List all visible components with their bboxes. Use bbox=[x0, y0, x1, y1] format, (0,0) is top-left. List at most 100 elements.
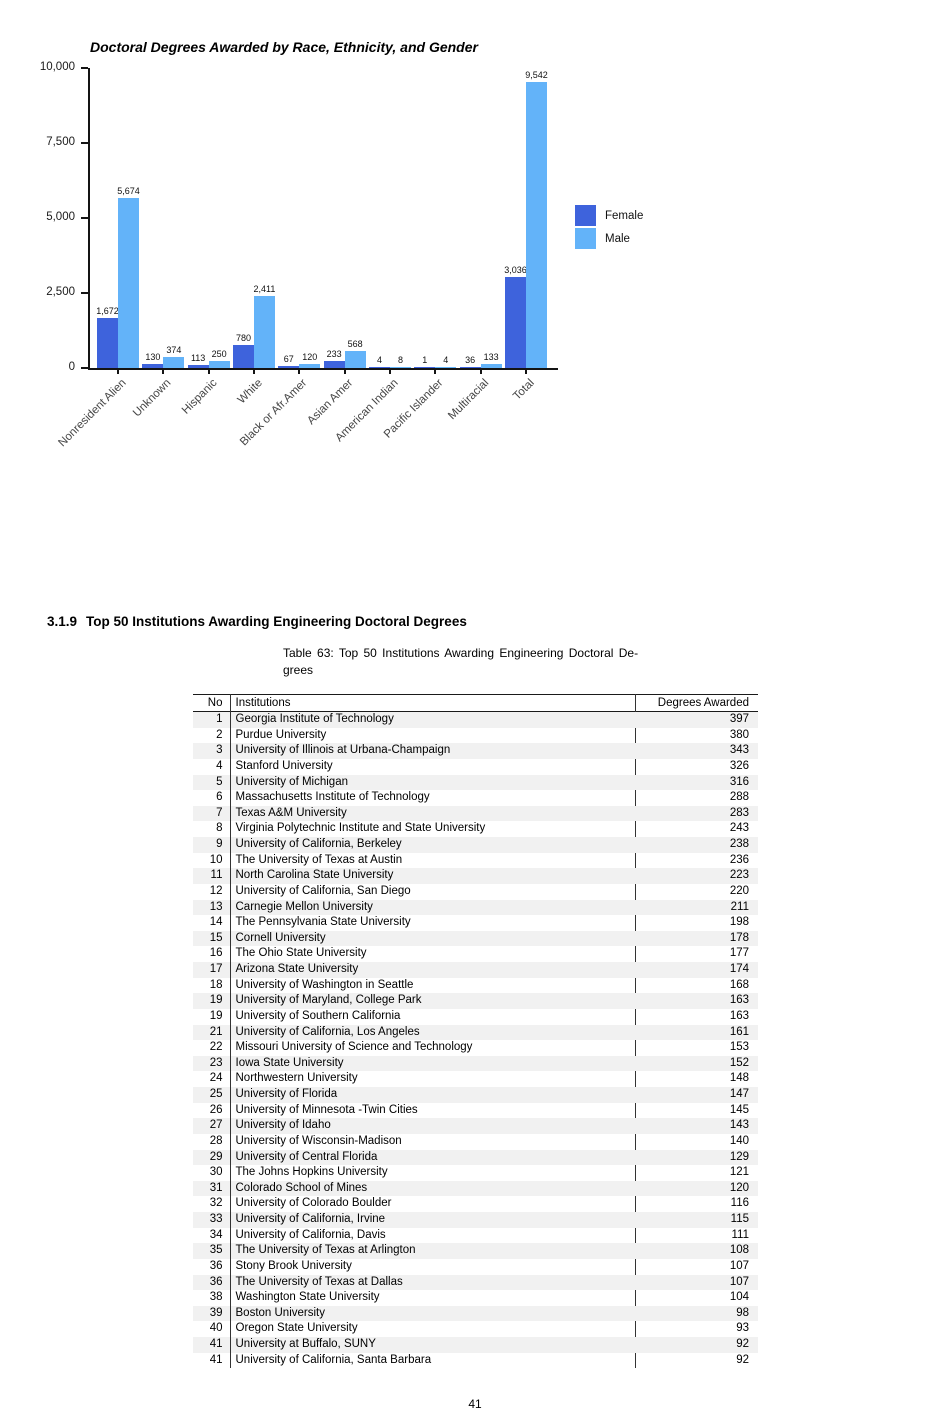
x-tick-mark bbox=[388, 368, 391, 374]
cell-rank: 26 bbox=[193, 1102, 231, 1119]
bar-male bbox=[299, 364, 321, 368]
table-row: 10 The University of Texas at Austin 236 bbox=[193, 852, 758, 869]
table-row: 26 University of Minnesota -Twin Cities 14… bbox=[193, 1102, 758, 1119]
cell-degrees-awarded: 116 bbox=[730, 1197, 749, 1210]
cell-rank: 18 bbox=[193, 977, 231, 994]
column-header-degrees: Degrees Awarded bbox=[657, 697, 749, 709]
cell-degrees-awarded: 283 bbox=[729, 806, 749, 819]
cell-institution: Carnegie Mellon University bbox=[235, 900, 373, 913]
legend-swatch bbox=[575, 205, 596, 226]
cell-rank: 11 bbox=[193, 868, 231, 884]
x-tick-mark bbox=[207, 368, 210, 374]
cell-degrees-awarded: 238 bbox=[729, 838, 749, 850]
table-row: 15 Cornell University 178 bbox=[193, 930, 758, 947]
table-row: 19 University of Maryland, College Park 16… bbox=[193, 993, 758, 1009]
cell-institution: Colorado School of Mines bbox=[235, 1181, 368, 1194]
cell-rank: 19 bbox=[193, 1008, 231, 1025]
cell-rank: 13 bbox=[193, 899, 231, 916]
x-tick-mark bbox=[162, 368, 165, 374]
table-row: 7 Texas A&M University 283 bbox=[193, 805, 758, 822]
section-heading: 3.1.9 Top 50 Institutions Awarding Engine… bbox=[47, 614, 467, 629]
cell-degrees-awarded: 92 bbox=[736, 1353, 749, 1366]
bar-value-label: 130 bbox=[145, 352, 161, 363]
bar-value-label: 67 bbox=[283, 354, 294, 364]
cell-degrees-awarded: 380 bbox=[729, 728, 749, 741]
y-tick-label: 2,500 bbox=[46, 285, 75, 298]
bar-male bbox=[389, 367, 411, 368]
cell-degrees-awarded: 236 bbox=[729, 853, 749, 866]
x-axis-label: Nonresident Alien bbox=[56, 377, 129, 450]
table-row: 1 Georgia Institute of Technology 397 bbox=[193, 711, 758, 728]
cell-institution: University of Florida bbox=[235, 1088, 338, 1100]
legend-swatch bbox=[575, 228, 596, 249]
x-tick-mark bbox=[298, 368, 301, 374]
table-row: 41 University at Buffalo, SUNY 92 bbox=[193, 1337, 758, 1353]
bar-male bbox=[435, 367, 457, 368]
bar-value-label: 250 bbox=[211, 348, 227, 359]
cell-degrees-awarded: 93 bbox=[736, 1322, 749, 1335]
cell-institution: University of Maryland, College Park bbox=[235, 994, 422, 1007]
cell-degrees-awarded: 223 bbox=[729, 869, 749, 882]
cell-institution: North Carolina State University bbox=[235, 869, 394, 882]
section-title: Top 50 Institutions Awarding Engineering… bbox=[86, 614, 467, 629]
bar-value-label: 133 bbox=[483, 352, 499, 363]
cell-degrees-awarded: 153 bbox=[729, 1041, 749, 1054]
bar-value-label: 113 bbox=[190, 352, 206, 363]
table-row: 28 University of Wisconsin-Madison 140 bbox=[193, 1133, 758, 1150]
cell-degrees-awarded: 326 bbox=[729, 759, 749, 772]
cell-degrees-awarded: 316 bbox=[729, 775, 749, 788]
cell-institution: The Ohio State University bbox=[230, 946, 636, 962]
table-row: 13 Carnegie Mellon University 211 bbox=[193, 899, 758, 916]
cell-degrees-awarded: 161 bbox=[729, 1025, 749, 1038]
cell-institution: University of Central Florida bbox=[235, 1150, 378, 1163]
bar-value-label: 8 bbox=[397, 355, 403, 366]
cell-institution: Cornell University bbox=[235, 931, 326, 944]
bar-female bbox=[323, 361, 345, 368]
cell-degrees-awarded: 288 bbox=[729, 791, 749, 804]
cell-institution: University of California, Davis bbox=[230, 1227, 636, 1244]
cell-institution: Stanford University bbox=[230, 758, 636, 775]
bar-value-label: 4 bbox=[443, 355, 449, 366]
cell-institution: University of California, Santa Barbara bbox=[230, 1352, 636, 1369]
cell-institution: Stony Brook University bbox=[230, 1258, 636, 1275]
bar-female bbox=[232, 344, 254, 368]
table-row: 38 Washington State University 104 bbox=[193, 1290, 758, 1306]
cell-institution: University of Wisconsin-Madison bbox=[230, 1133, 636, 1150]
cell-institution: University of Illinois at Urbana-Champai… bbox=[235, 744, 451, 757]
bar-female bbox=[414, 367, 436, 368]
table-row: 17 Arizona State University 174 bbox=[193, 962, 758, 978]
table-row: 34 University of California, Davis 111 bbox=[193, 1227, 758, 1244]
bar-value-label: 2,411 bbox=[253, 283, 276, 294]
chart-plot-area: 1,672 5,674 Nonresident Alien 130 374 Unknown… bbox=[56, 68, 558, 449]
table-row: 40 Oregon State University 93 bbox=[193, 1321, 758, 1337]
cell-degrees-awarded: 107 bbox=[729, 1275, 749, 1288]
cell-institution: University of California, Irvine bbox=[235, 1213, 386, 1225]
bar-male bbox=[163, 356, 185, 368]
cell-rank: 1 bbox=[193, 711, 231, 728]
page-number: 41 bbox=[468, 1397, 482, 1411]
cell-rank: 41 bbox=[193, 1337, 231, 1353]
table-row: 31 Colorado School of Mines 120 bbox=[193, 1180, 758, 1197]
cell-degrees-awarded: 129 bbox=[729, 1150, 749, 1163]
cell-degrees-awarded: 198 bbox=[729, 916, 749, 929]
cell-institution: University of Minnesota -Twin Cities bbox=[230, 1102, 636, 1119]
cell-degrees-awarded: 178 bbox=[729, 931, 749, 944]
cell-rank: 31 bbox=[193, 1180, 231, 1197]
cell-degrees-awarded: 397 bbox=[729, 713, 749, 725]
table-row: 12 University of California, San Diego 220 bbox=[193, 883, 758, 900]
cell-rank: 16 bbox=[193, 946, 231, 962]
table-caption: Table 63: Top 50 Institutions Awarding E… bbox=[283, 645, 723, 678]
x-axis-label: Total bbox=[510, 377, 537, 403]
table-row: 32 University of Colorado Boulder 116 bbox=[193, 1196, 758, 1212]
table-caption-line2: grees bbox=[283, 662, 314, 677]
table-row: 36 The University of Texas at Dallas 107 bbox=[193, 1274, 758, 1291]
cell-institution: University of California, Berkeley bbox=[235, 838, 402, 850]
cell-degrees-awarded: 121 bbox=[729, 1166, 749, 1179]
bar-female bbox=[459, 366, 481, 368]
table-row: 5 University of Michigan 316 bbox=[193, 774, 758, 791]
x-tick-mark bbox=[524, 368, 527, 374]
table-row: 4 Stanford University 326 bbox=[193, 758, 758, 775]
column-header-no: No bbox=[193, 694, 231, 712]
table-row: 33 University of California, Irvine 115 bbox=[193, 1212, 758, 1228]
